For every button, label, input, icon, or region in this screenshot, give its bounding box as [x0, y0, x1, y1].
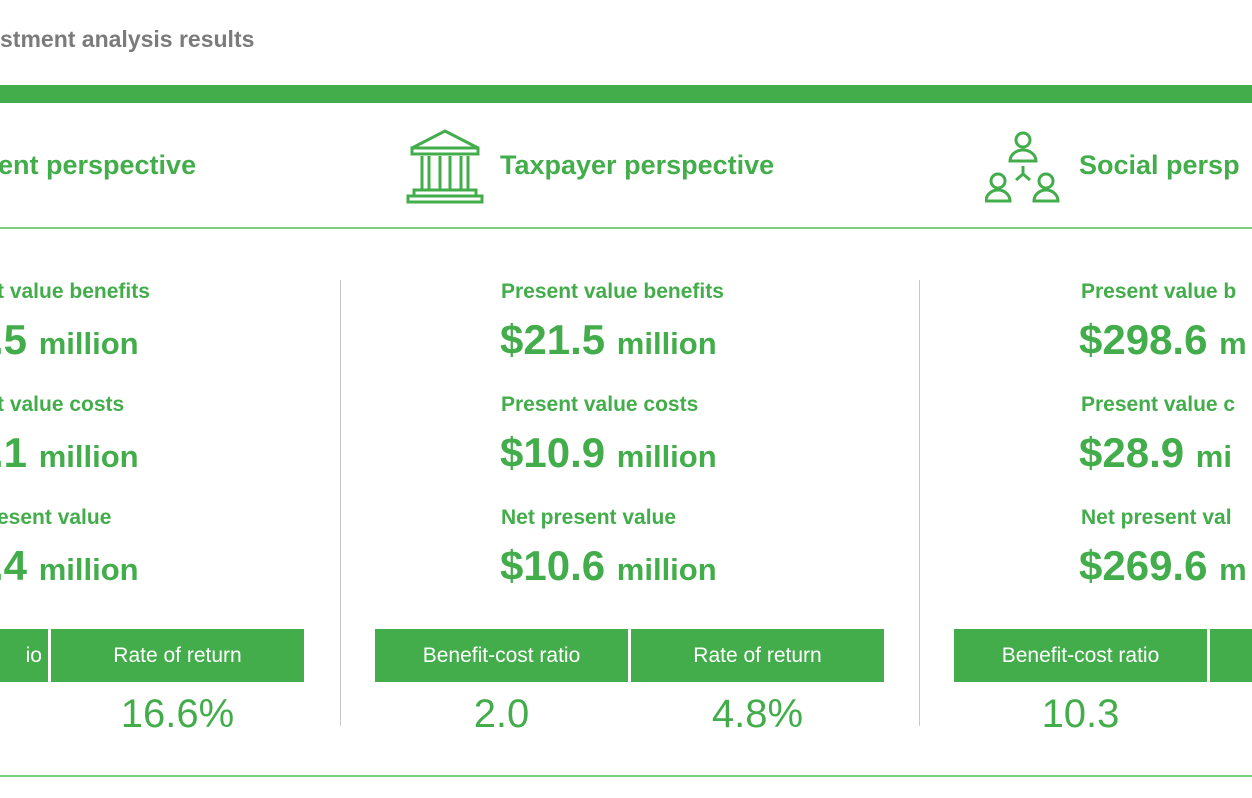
perspective-heading-1: ent perspective	[0, 150, 197, 180]
ratio-value: 10.3	[1041, 692, 1120, 736]
metric-label: Net present value	[501, 506, 677, 529]
metric-label: t value costs	[0, 393, 125, 416]
header-bar	[0, 85, 1252, 103]
return-value: 4.8%	[711, 692, 804, 736]
amount: $28.9	[1079, 429, 1185, 476]
metric-value: .1 million	[0, 429, 139, 477]
metric-label: esent value	[0, 506, 112, 529]
amount: $298.6	[1079, 316, 1208, 363]
column-divider	[919, 280, 920, 726]
metric-value: $269.6 m	[1079, 542, 1247, 590]
amount: $10.9	[500, 429, 606, 476]
unit: m	[1219, 326, 1247, 361]
metric-value: $298.6 m	[1079, 316, 1247, 364]
ratio-header: Benefit-cost ratio	[375, 629, 628, 682]
amount: .5	[0, 316, 28, 363]
divider-bottom	[0, 775, 1252, 777]
return-header	[1210, 629, 1252, 682]
perspective-heading-3: Social persp	[1079, 150, 1240, 180]
ratio-header-label: io	[25, 643, 42, 667]
perspective-heading-2: Taxpayer perspective	[500, 150, 775, 180]
metric-label: t value benefits	[0, 280, 150, 303]
amount: .1	[0, 429, 28, 476]
page-title: stment analysis results	[0, 26, 255, 52]
amount: .4	[0, 542, 28, 589]
government-building-icon	[406, 129, 484, 204]
unit: million	[38, 552, 139, 587]
ratio-header: io	[0, 629, 48, 682]
unit: million	[616, 552, 717, 587]
unit: m	[1219, 552, 1247, 587]
return-header: Rate of return	[631, 629, 884, 682]
return-header: Rate of return	[51, 629, 304, 682]
unit: mi	[1195, 439, 1232, 474]
ratio-value: 2.0	[473, 692, 530, 736]
metric-value: .4 million	[0, 542, 139, 590]
metric-value: $10.6 million	[500, 542, 717, 590]
metric-value: $10.9 million	[500, 429, 717, 477]
divider-top	[0, 227, 1252, 229]
amount: $21.5	[500, 316, 606, 363]
people-network-icon	[985, 131, 1060, 203]
ratio-header: Benefit-cost ratio	[954, 629, 1207, 682]
metric-label: Present value b	[1081, 280, 1237, 303]
column-divider	[340, 280, 341, 726]
amount: $10.6	[500, 542, 606, 589]
metric-value: .5 million	[0, 316, 139, 364]
metric-value: $21.5 million	[500, 316, 717, 364]
return-value: 16.6%	[120, 692, 235, 736]
unit: million	[616, 439, 717, 474]
unit: million	[38, 439, 139, 474]
amount: $269.6	[1079, 542, 1208, 589]
metric-label: Net present val	[1081, 506, 1232, 529]
metric-label: Present value c	[1081, 393, 1236, 416]
unit: million	[616, 326, 717, 361]
metric-label: Present value costs	[501, 393, 699, 416]
metric-value: $28.9 mi	[1079, 429, 1232, 477]
unit: million	[38, 326, 139, 361]
metric-label: Present value benefits	[501, 280, 724, 303]
